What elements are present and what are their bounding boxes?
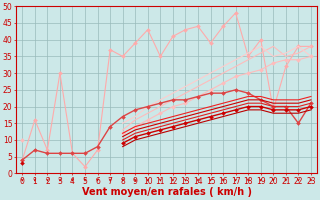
X-axis label: Vent moyen/en rafales ( km/h ): Vent moyen/en rafales ( km/h ): [82, 187, 252, 197]
